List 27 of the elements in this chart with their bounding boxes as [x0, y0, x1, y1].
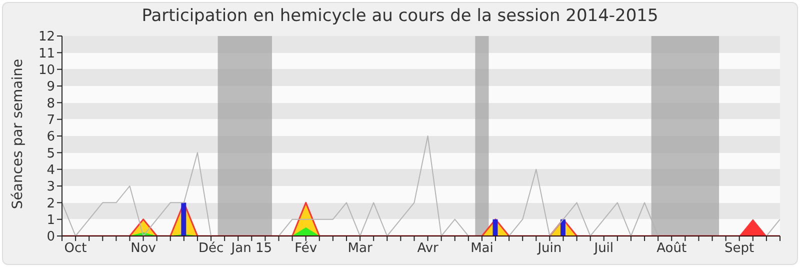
- x-tick-label: Mai: [470, 241, 494, 256]
- y-tick-label: 1: [46, 212, 55, 228]
- y-tick-label: 11: [38, 46, 55, 62]
- x-tick-label: Oct: [64, 241, 87, 256]
- y-tick-label: 7: [46, 112, 55, 128]
- x-tick-label: Mar: [348, 241, 373, 256]
- y-tick-label: 4: [46, 162, 55, 178]
- y-tick-label: 6: [46, 130, 55, 145]
- y-tick-label: 9: [46, 80, 55, 95]
- x-tick-label: Jan 15: [230, 241, 272, 256]
- x-tick-label: Déc: [198, 241, 224, 256]
- y-axis-title: Séances par semaine: [10, 58, 26, 210]
- y-tick-label: 3: [46, 180, 55, 195]
- x-tick-label: Juil: [593, 241, 614, 256]
- chart-title: Participation en hemicycle au cours de la session 2014-2015: [140, 6, 660, 26]
- y-tick-label: 8: [46, 96, 55, 112]
- y-tick-label: 2: [46, 196, 55, 212]
- x-tick-label: Sept: [724, 241, 754, 256]
- x-tick-label: Fév: [294, 241, 318, 256]
- x-tick-label: Août: [656, 241, 687, 256]
- x-tick-label: Nov: [130, 241, 156, 256]
- x-tick-label: Juin: [536, 241, 562, 256]
- x-tick-label: Avr: [417, 241, 440, 256]
- y-tick-label: 10: [38, 62, 55, 78]
- y-tick-label: 0: [46, 230, 55, 245]
- y-tick-label: 5: [46, 146, 55, 162]
- y-tick-label: 12: [38, 30, 55, 45]
